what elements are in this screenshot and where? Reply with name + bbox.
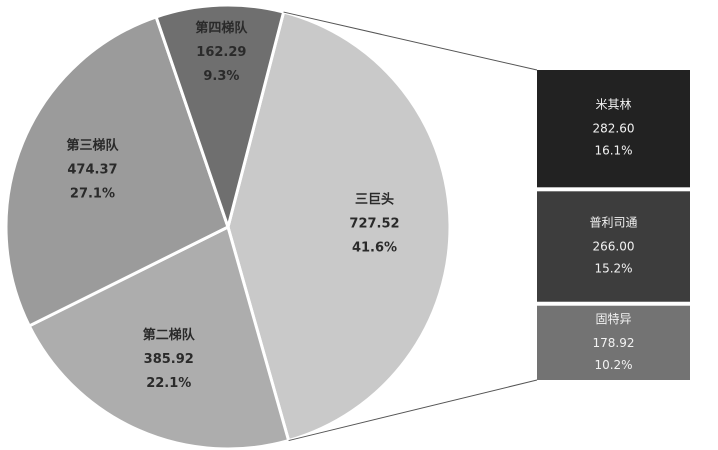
pie-slice-group: 第四梯队 162.29 9.3% — [154, 3, 286, 233]
bar-data-label: 10.2% — [594, 358, 632, 372]
bar-segment — [537, 191, 690, 302]
pie-slice — [4, 15, 230, 328]
bar-data-label: 固特异 — [595, 311, 631, 326]
bar-segment-group: 米其林 282.60 16.1% — [537, 70, 690, 188]
pie-slice-group: 第二梯队 385.92 22.1% — [27, 224, 291, 450]
pie-slice — [154, 3, 286, 233]
bar-data-label: 16.1% — [594, 144, 632, 158]
pie-data-label: 第四梯队 — [195, 20, 248, 36]
pie-data-label: 727.52 — [349, 216, 399, 231]
pie-slice-group: 第三梯队 474.37 27.1% — [4, 15, 230, 328]
pie-data-label: 第二梯队 — [143, 327, 196, 343]
connector-line — [288, 379, 538, 442]
bar-segment — [537, 305, 690, 380]
pie-data-label: 385.92 — [144, 352, 194, 367]
pie-data-label: 三巨头 — [355, 191, 394, 207]
pie-slice — [27, 224, 291, 450]
bar-segment — [537, 70, 690, 188]
bar-data-label: 266.00 — [593, 240, 635, 254]
pie-data-label: 9.3% — [203, 69, 239, 84]
pie-data-label: 27.1% — [70, 186, 115, 201]
pie-slice — [226, 10, 452, 443]
bar-data-label: 282.60 — [593, 122, 635, 136]
pie-data-label: 第三梯队 — [66, 137, 119, 153]
pie-slice-group: 三巨头 727.52 41.6% — [226, 10, 452, 443]
bar-data-label: 178.92 — [593, 336, 635, 350]
bar-data-label: 15.2% — [594, 262, 632, 276]
bar-segment-group: 固特异 178.92 10.2% — [537, 305, 690, 380]
bar-data-label: 米其林 — [595, 98, 631, 112]
pie-data-label: 22.1% — [146, 376, 191, 391]
pie-data-label: 41.6% — [352, 240, 397, 255]
pie-data-label: 162.29 — [196, 45, 246, 60]
connector-line — [283, 11, 538, 71]
pie-data-label: 474.37 — [67, 162, 117, 177]
bar-segment-group: 普利司通 266.00 15.2% — [537, 191, 690, 302]
bar-data-label: 普利司通 — [589, 216, 637, 230]
